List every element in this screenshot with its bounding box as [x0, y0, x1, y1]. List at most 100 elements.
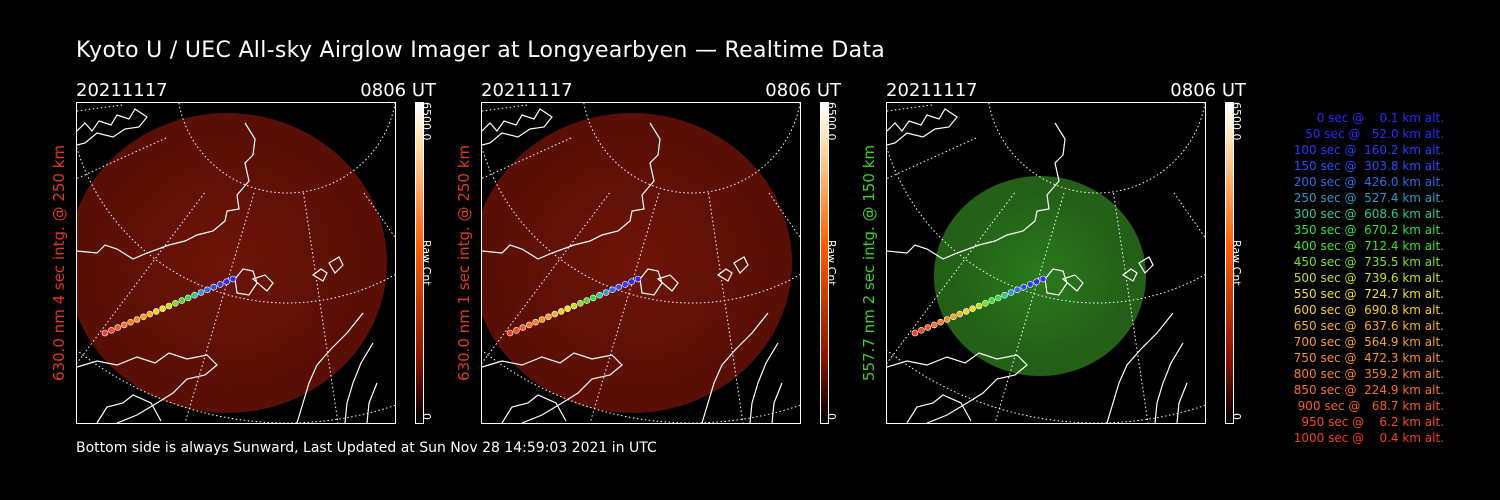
trajectory-point — [216, 281, 224, 288]
trajectory-point — [634, 275, 642, 283]
camera-panel: 20211117 0806 UT 630.0 nm 1 sec intg. @ … — [455, 80, 841, 430]
legend-row: 400 sec @ 712.4 km alt. — [1293, 239, 1444, 253]
trajectory-point — [152, 308, 160, 315]
trajectory-point — [120, 321, 128, 329]
trajectory-point — [1001, 291, 1008, 299]
panel-wavelength-label: 630.0 nm 1 sec intg. @ 250 km — [455, 144, 473, 382]
coastline — [887, 122, 1066, 260]
coastline-islands — [1121, 256, 1154, 282]
page-title: Kyoto U / UEC All-sky Airglow Imager at … — [76, 38, 886, 63]
trajectory-point — [133, 316, 141, 323]
trajectory-point — [197, 289, 205, 296]
legend-row: 100 sec @ 160.2 km alt. — [1293, 143, 1444, 157]
meridian-line — [1113, 192, 1149, 423]
trajectory-point — [159, 305, 166, 312]
meridian-line — [482, 192, 610, 364]
airglow-image — [77, 113, 387, 413]
trajectory-point — [609, 286, 616, 294]
panel-date: 20211117 — [76, 80, 168, 101]
trajectory-point — [178, 297, 186, 304]
coastline — [482, 108, 553, 146]
legend-row: 700 sec @ 564.9 km alt. — [1293, 335, 1444, 349]
trajectory-point — [962, 308, 970, 315]
coastline-islands — [311, 256, 344, 282]
colorbar-min-label: 0 — [825, 413, 838, 420]
meridian-line — [887, 192, 1015, 364]
trajectory-point — [1039, 275, 1047, 283]
trajectory-point — [532, 318, 539, 326]
legend-row: 500 sec @ 739.6 km alt. — [1293, 271, 1444, 285]
meridian-line — [708, 192, 744, 423]
trajectory-point — [513, 327, 520, 334]
trajectory-legend: 0 sec @ 0.1 km alt. 50 sec @ 52.0 km alt… — [1258, 110, 1444, 446]
trajectory-point — [570, 302, 578, 310]
coastline — [77, 108, 148, 146]
trajectory-point — [950, 313, 957, 321]
trajectory-point — [564, 305, 571, 312]
trajectory-point — [506, 329, 514, 337]
legend-row: 250 sec @ 527.4 km alt. — [1293, 191, 1444, 205]
trajectory-point — [577, 300, 584, 307]
legend-row: 300 sec @ 608.6 km alt. — [1293, 207, 1444, 221]
coastline — [501, 394, 567, 423]
trajectory-point — [108, 327, 115, 334]
trajectory-point — [583, 297, 591, 304]
trajectory-point — [184, 294, 192, 302]
legend-row: 800 sec @ 359.2 km alt. — [1293, 367, 1444, 381]
trajectory-point — [545, 313, 552, 321]
trajectory-point — [538, 316, 546, 323]
trajectory-point — [229, 275, 237, 283]
coastline — [482, 122, 661, 260]
trajectory-point — [918, 327, 925, 334]
colorbar-min-label: 0 — [1230, 413, 1243, 420]
trajectory-point — [969, 305, 976, 312]
trajectory-point — [127, 318, 134, 326]
coastline — [77, 122, 256, 260]
coastline-russia — [296, 312, 378, 423]
coastline-svalbard — [234, 268, 274, 296]
trajectory-point — [172, 300, 179, 307]
trajectory-point — [1033, 278, 1040, 285]
trajectory-point — [988, 297, 996, 304]
panel-time: 0806 UT — [1170, 80, 1246, 101]
trajectory-point — [994, 294, 1002, 302]
sky-image-map — [76, 102, 396, 424]
legend-row: 900 sec @ 68.7 km alt. — [1297, 399, 1444, 413]
coastline-scandinavia — [482, 352, 623, 423]
latitude-line — [178, 103, 395, 194]
camera-panel: 20211117 0806 UT 557.7 nm 2 sec intg. @ … — [860, 80, 1246, 430]
coastline-svalbard — [1044, 268, 1084, 296]
meridian-line — [1173, 192, 1205, 239]
trajectory-point — [140, 313, 147, 321]
legend-row: 850 sec @ 224.9 km alt. — [1293, 383, 1444, 397]
trajectory-point — [1020, 283, 1028, 291]
coastline-svalbard — [639, 268, 679, 296]
trajectory-point — [114, 324, 122, 331]
legend-row: 1000 sec @ 0.4 km alt. — [1293, 431, 1444, 445]
legend-row: 750 sec @ 472.3 km alt. — [1293, 351, 1444, 365]
airglow-image — [482, 113, 792, 413]
trajectory-point — [557, 308, 565, 315]
panel-wavelength-label: 557.7 nm 2 sec intg. @ 150 km — [860, 144, 878, 382]
legend-row: 50 sec @ 52.0 km alt. — [1305, 127, 1444, 141]
camera-panel: 20211117 0806 UT 630.0 nm 4 sec intg. @ … — [50, 80, 436, 430]
trajectory-point — [191, 291, 198, 299]
latitude-line — [988, 103, 1205, 194]
trajectory-point — [146, 310, 154, 318]
coastline-scandinavia — [887, 352, 1028, 423]
meridian-line — [77, 192, 205, 364]
latitude-line — [77, 146, 395, 304]
coastline-scandinavia — [77, 352, 218, 423]
trajectory-point — [1014, 286, 1021, 294]
coastline — [96, 394, 162, 423]
legend-row: 200 sec @ 426.0 km alt. — [1293, 175, 1444, 189]
legend-row: 450 sec @ 735.5 km alt. — [1293, 255, 1444, 269]
trajectory-point — [628, 278, 635, 285]
trajectory-point — [615, 283, 623, 291]
trajectory-point — [621, 281, 629, 288]
coastline-russia — [701, 312, 783, 423]
sky-image-map — [481, 102, 801, 424]
trajectory-point — [101, 329, 109, 337]
colorbar-min-label: 0 — [420, 413, 433, 420]
panel-date: 20211117 — [481, 80, 573, 101]
